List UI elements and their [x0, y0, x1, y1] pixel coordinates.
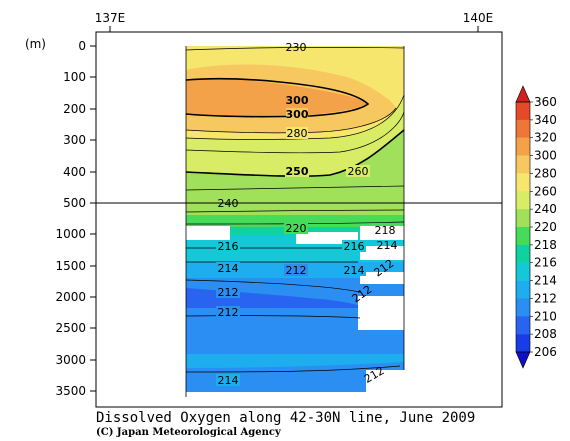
colorbar-band: [516, 155, 530, 174]
gap-bottom: [186, 392, 404, 397]
contour-240: [185, 185, 405, 191]
contour-300-bold: [185, 77, 370, 118]
contour-270: [185, 111, 405, 154]
contour-label: 220: [286, 222, 307, 235]
colorbar-band: [516, 280, 530, 299]
colorbar-label: 216: [534, 256, 557, 270]
y-axis: (m) 0 100 200 300 400 500 1000 1500 2000…: [25, 37, 96, 398]
y-tick-label: 1000: [55, 227, 86, 241]
colorbar-band: [516, 119, 530, 138]
lower-fill-212-bottom: [186, 362, 404, 397]
upper-fill-320: [186, 78, 368, 117]
lon-tick-label: 137E: [95, 11, 126, 25]
colorbar-label: 340: [534, 113, 557, 127]
top-axis: 137E 140E: [95, 11, 494, 32]
colorbar-label: 210: [534, 309, 557, 323]
y-tick-label: 1500: [55, 259, 86, 273]
y-tick-label: 400: [63, 165, 86, 179]
colorbar-label: 220: [534, 220, 557, 234]
gap-right-2: [360, 246, 404, 260]
upper-fill-240-band: [186, 186, 404, 203]
gap-left: [186, 226, 230, 240]
colorbar-label: 214: [534, 274, 557, 288]
contour-label: 260: [348, 165, 369, 178]
y-tick-label: 300: [63, 133, 86, 147]
y-axis-unit: (m): [25, 37, 46, 51]
colorbar-band: [516, 173, 530, 192]
lower-contours: [185, 209, 405, 373]
colorbar-band: [516, 191, 530, 210]
y-tick-label: 2500: [55, 321, 86, 335]
contour-label: 216: [344, 240, 365, 253]
colorbar-label: 208: [534, 327, 557, 341]
y-tick-label: 500: [63, 196, 86, 210]
colorbar-label: 300: [534, 149, 557, 163]
station-lines: [185, 46, 405, 397]
y-tick-label: 0: [78, 39, 86, 53]
contour-212-lower: [185, 279, 361, 293]
contour-label: 214: [218, 262, 239, 275]
contour-top: [185, 47, 405, 51]
gap-right-3: [360, 272, 404, 284]
gap-right-4: [358, 296, 404, 330]
chart-title: Dissolved Oxygen along 42-30N line, June…: [96, 410, 476, 426]
contour-label: 214: [218, 374, 239, 387]
contour-250-bold: [185, 129, 405, 178]
colorbar-band: [516, 316, 530, 335]
y-tick-label: 2000: [55, 290, 86, 304]
gap-right-1: [360, 226, 404, 240]
colorbar-label: 218: [534, 238, 557, 252]
colorbar-band: [516, 244, 530, 263]
colorbar-band: [516, 102, 530, 121]
lon-tick-label: 140E: [463, 11, 494, 25]
colorbar-band: [516, 227, 530, 246]
contour-labels: 230 300 300 280 250 260 240 220 218 216 …: [216, 41, 398, 387]
colorbar-label: 260: [534, 184, 557, 198]
colorbar-label: 280: [534, 166, 557, 180]
contour-280: [185, 94, 405, 140]
colorbar-band: [516, 137, 530, 156]
contour-label: 240: [218, 197, 239, 210]
colorbar-label: 240: [534, 202, 557, 216]
colorbar-band: [516, 209, 530, 228]
contour-212-deep: [185, 315, 361, 319]
frame-rect: [95, 31, 503, 408]
contour-label: 218: [375, 224, 396, 237]
upper-panel: [186, 46, 404, 203]
colorbar-label: 320: [534, 131, 557, 145]
contour-label: 300: [286, 108, 309, 121]
contour-label: 280: [287, 127, 308, 140]
y-tick-label: 200: [63, 102, 86, 116]
colorbar-label: 206: [534, 345, 557, 359]
colorbar-arrow-bottom: [515, 351, 531, 369]
y-tick-label: 100: [63, 70, 86, 84]
colorbar-band: [516, 298, 530, 317]
contour-label: 250: [286, 165, 309, 178]
contour-214-deep: [185, 365, 401, 373]
colorbar-band: [516, 334, 530, 353]
contour-label: 216: [218, 240, 239, 253]
contour-label: 214: [377, 239, 398, 252]
contour-label: 212: [218, 286, 239, 299]
contour-label: 212: [218, 306, 239, 319]
contour-label: 300: [286, 94, 309, 107]
contour-label: 212: [286, 264, 307, 277]
colorbar-band: [516, 262, 530, 281]
colorbar-label: 212: [534, 291, 557, 305]
colorbar-label: 360: [534, 95, 557, 109]
axes-frame: [95, 31, 503, 408]
contour-label: 230: [286, 41, 307, 54]
upper-contours: [185, 47, 405, 191]
chart-credit: (C) Japan Meteorological Agency: [96, 427, 281, 438]
colorbar: 360 340 320 300 280 260 240 220 218 216 214 212 210 2…: [515, 85, 557, 369]
contour-290: [185, 107, 397, 134]
y-tick-label: 3500: [55, 384, 86, 398]
contour-label: 214: [344, 264, 365, 277]
contour-230: [185, 209, 405, 213]
y-tick-label: 3000: [55, 353, 86, 367]
lower-fill-240: [186, 203, 404, 217]
colorbar-arrow-top: [515, 85, 531, 103]
